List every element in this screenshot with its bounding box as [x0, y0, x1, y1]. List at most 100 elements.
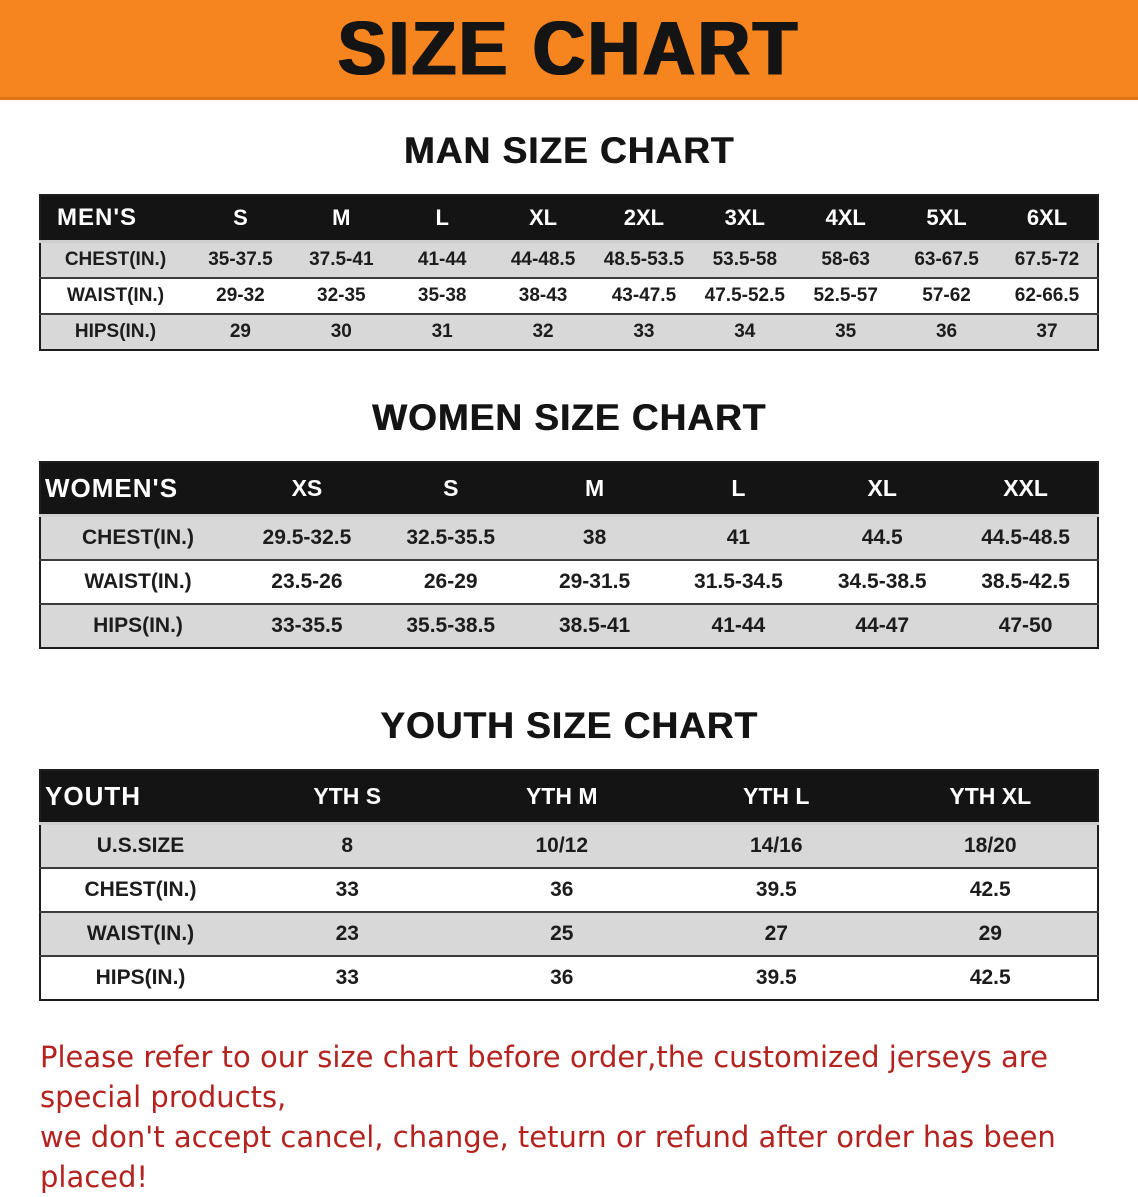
size-header-cell: YTH XL [883, 770, 1098, 825]
size-header-cell: 4XL [795, 195, 897, 243]
value-cell: 34 [694, 313, 796, 350]
value-cell: 41-44 [391, 240, 493, 278]
value-cell: 29-32 [190, 277, 291, 314]
row-label-cell: WAIST(IN.) [40, 559, 235, 604]
size-header-cell: XXL [954, 462, 1098, 517]
value-cell: 23.5-26 [235, 559, 379, 604]
value-cell: 25 [454, 911, 669, 956]
size-header-cell: M [290, 195, 392, 243]
men-size-section: MAN SIZE CHART MEN'S S M L XL 2XL 3XL 4XL 5XL 6XL… [0, 130, 1138, 351]
value-cell: 67.5-72 [997, 240, 1098, 278]
youth-size-table: YOUTH YTH S YTH M YTH L YTH XL U.S.SIZE 8 10/12… [39, 769, 1099, 1001]
value-cell: 23 [240, 911, 455, 956]
table-row: WAIST(IN.) 23 25 27 29 [40, 911, 1098, 956]
value-cell: 34.5-38.5 [810, 559, 955, 604]
value-cell: 44-48.5 [492, 240, 594, 278]
men-size-table: MEN'S S M L XL 2XL 3XL 4XL 5XL 6XL CHEST(IN.) 35-37… [39, 194, 1099, 351]
value-cell: 31.5-34.5 [666, 559, 811, 604]
men-section-heading: MAN SIZE CHART [403, 130, 735, 171]
value-cell: 44-47 [810, 603, 955, 648]
size-header-cell: M [522, 462, 667, 517]
value-cell: 33 [240, 867, 455, 912]
value-cell: 41 [666, 514, 811, 560]
size-header-cell: S [378, 462, 523, 517]
value-cell: 18/20 [883, 822, 1098, 868]
row-label-cell: CHEST(IN.) [40, 240, 190, 278]
table-header-row: WOMEN'S XS S M L XL XXL [40, 462, 1098, 517]
value-cell: 39.5 [669, 867, 884, 912]
row-label-cell: WAIST(IN.) [40, 277, 190, 314]
table-title-cell: WOMEN'S [40, 462, 235, 517]
row-label-cell: HIPS(IN.) [40, 955, 240, 1000]
size-header-cell: YTH L [669, 770, 884, 825]
table-row: CHEST(IN.) 29.5-32.5 32.5-35.5 38 41 44.5 44.5… [40, 514, 1098, 560]
table-title-cell: YOUTH [40, 770, 240, 825]
size-header-cell: 6XL [997, 195, 1098, 243]
value-cell: 52.5-57 [795, 277, 897, 314]
row-label-cell: HIPS(IN.) [40, 313, 190, 350]
table-title-cell: MEN'S [40, 195, 190, 243]
value-cell: 27 [669, 911, 884, 956]
value-cell: 41-44 [666, 603, 811, 648]
value-cell: 32-35 [290, 277, 392, 314]
value-cell: 44.5-48.5 [954, 514, 1098, 560]
table-row: U.S.SIZE 8 10/12 14/16 18/20 [40, 822, 1098, 868]
size-header-cell: YTH M [454, 770, 669, 825]
value-cell: 26-29 [378, 559, 523, 604]
size-header-cell: L [666, 462, 811, 517]
value-cell: 62-66.5 [997, 277, 1098, 314]
size-header-cell: L [391, 195, 493, 243]
value-cell: 38.5-42.5 [954, 559, 1098, 604]
size-header-cell: XL [492, 195, 594, 243]
youth-section-heading: YOUTH SIZE CHART [380, 705, 758, 746]
women-size-section: WOMEN SIZE CHART WOMEN'S XS S M L XL XXL CHEST(… [0, 397, 1138, 649]
size-header-cell: 3XL [694, 195, 796, 243]
size-header-cell: 2XL [593, 195, 695, 243]
value-cell: 48.5-53.5 [593, 240, 695, 278]
table-row: CHEST(IN.) 35-37.5 37.5-41 41-44 44-48.5 48.5… [40, 240, 1098, 278]
footer-line-2: we don't accept cancel, change, teturn o… [40, 1120, 1056, 1195]
value-cell: 37 [997, 313, 1098, 350]
value-cell: 58-63 [795, 240, 897, 278]
value-cell: 33 [593, 313, 695, 350]
value-cell: 32 [492, 313, 594, 350]
row-label-cell: CHEST(IN.) [40, 867, 240, 912]
table-row: WAIST(IN.) 29-32 32-35 35-38 38-43 43-47.5 47.… [40, 277, 1098, 314]
table-row: HIPS(IN.) 29 30 31 32 33 34 35 36 37 [40, 313, 1098, 350]
women-size-table: WOMEN'S XS S M L XL XXL CHEST(IN.) 29.5-32.5 32.5… [39, 461, 1099, 649]
value-cell: 32.5-35.5 [378, 514, 523, 560]
value-cell: 8 [240, 822, 455, 868]
value-cell: 33 [240, 955, 455, 1000]
size-header-cell: XS [235, 462, 379, 517]
value-cell: 53.5-58 [694, 240, 796, 278]
youth-size-section: YOUTH SIZE CHART YOUTH YTH S YTH M YTH L YTH… [0, 705, 1138, 1001]
footer-note: Please refer to our size chart before or… [40, 1037, 1118, 1197]
value-cell: 30 [290, 313, 392, 350]
value-cell: 29 [190, 313, 291, 350]
value-cell: 29 [883, 911, 1098, 956]
value-cell: 14/16 [669, 822, 884, 868]
value-cell: 36 [454, 867, 669, 912]
footer-line-1: Please refer to our size chart before or… [40, 1040, 1048, 1115]
value-cell: 44.5 [810, 514, 955, 560]
value-cell: 31 [391, 313, 493, 350]
table-row: CHEST(IN.) 33 36 39.5 42.5 [40, 867, 1098, 912]
value-cell: 57-62 [896, 277, 997, 314]
value-cell: 38.5-41 [522, 603, 667, 648]
value-cell: 38-43 [492, 277, 594, 314]
value-cell: 35-38 [391, 277, 493, 314]
value-cell: 35 [795, 313, 897, 350]
page-title: SIZE CHART [338, 6, 800, 91]
value-cell: 35.5-38.5 [378, 603, 523, 648]
banner: SIZE CHART [0, 0, 1138, 100]
value-cell: 47.5-52.5 [694, 277, 796, 314]
row-label-cell: U.S.SIZE [40, 822, 240, 868]
row-label-cell: WAIST(IN.) [40, 911, 240, 956]
value-cell: 37.5-41 [290, 240, 392, 278]
size-header-cell: 5XL [896, 195, 997, 243]
table-header-row: MEN'S S M L XL 2XL 3XL 4XL 5XL 6XL [40, 195, 1098, 243]
value-cell: 42.5 [883, 955, 1098, 1000]
size-header-cell: XL [810, 462, 955, 517]
value-cell: 10/12 [454, 822, 669, 868]
value-cell: 29-31.5 [522, 559, 667, 604]
